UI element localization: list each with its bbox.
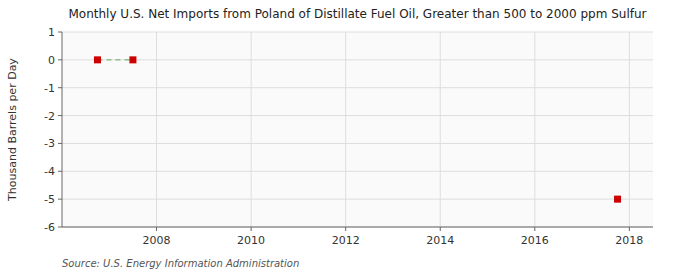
x-grid-line <box>251 32 252 227</box>
y-tick-label: -2 <box>44 110 55 123</box>
y-tick <box>58 143 62 144</box>
x-grid-line <box>345 32 346 227</box>
y-tick <box>58 227 62 228</box>
point <box>129 56 136 63</box>
chart: 1 0 -1 -2 -3 -4 -5 -6 2008 2010 2012 2014 2016 2018 Mo… <box>0 0 675 275</box>
x-tick-label: 2018 <box>615 234 643 247</box>
x-grid-line <box>440 32 441 227</box>
title: Monthly U.S. Net Imports from Poland of … <box>68 7 646 21</box>
y-grid-line <box>62 227 653 228</box>
y-axis-line <box>62 32 63 227</box>
x-tick <box>251 227 252 231</box>
grid <box>62 32 653 227</box>
x-grid-line <box>629 32 630 227</box>
point <box>614 196 621 203</box>
y-tick-label: -4 <box>44 165 55 178</box>
axes: 1 0 -1 -2 -3 -4 -5 -6 2008 2010 2012 2014 2016 2018 <box>44 26 653 247</box>
y-tick-label: -6 <box>44 221 55 234</box>
x-tick <box>156 227 157 231</box>
y-tick-label: 1 <box>48 26 55 39</box>
y-grid-line <box>62 143 653 144</box>
x-grid-line <box>534 32 535 227</box>
plot-background <box>62 32 653 227</box>
point <box>94 56 101 63</box>
y-tick <box>58 59 62 60</box>
y-grid-line <box>62 199 653 200</box>
y-axis-label: Thousand Barrels per Day <box>6 58 19 202</box>
x-tick-label: 2012 <box>332 234 360 247</box>
y-tick <box>58 171 62 172</box>
marks <box>94 56 621 202</box>
x-tick <box>629 227 630 231</box>
x-axis-line <box>62 227 653 228</box>
y-tick <box>58 199 62 200</box>
y-tick-label: -3 <box>44 137 55 150</box>
y-tick-label: -1 <box>44 82 55 95</box>
y-tick <box>58 32 62 33</box>
y-grid-line <box>62 32 653 33</box>
y-grid-line <box>62 171 653 172</box>
y-grid-line <box>62 115 653 116</box>
x-tick-label: 2010 <box>237 234 265 247</box>
y-tick-label: 0 <box>48 54 55 67</box>
x-tick <box>440 227 441 231</box>
y-grid-line <box>62 59 653 60</box>
x-tick-label: 2008 <box>143 234 171 247</box>
source-note: Source: U.S. Energy Information Administ… <box>62 258 299 269</box>
x-tick <box>534 227 535 231</box>
y-grid-line <box>62 87 653 88</box>
x-grid-line <box>156 32 157 227</box>
line <box>97 59 132 61</box>
y-tick <box>58 87 62 88</box>
y-tick <box>58 115 62 116</box>
y-tick-label: -5 <box>44 193 55 206</box>
x-tick-label: 2014 <box>426 234 454 247</box>
x-tick <box>345 227 346 231</box>
x-tick-label: 2016 <box>521 234 549 247</box>
